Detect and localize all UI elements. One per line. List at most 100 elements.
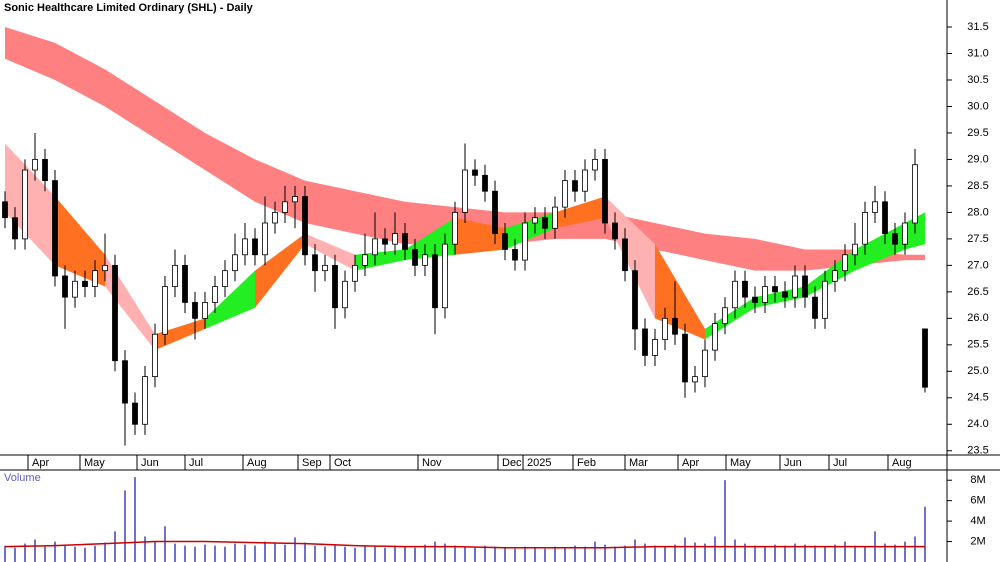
short-band [655,244,705,340]
volume-bar [354,547,356,562]
candle-body [422,254,428,266]
volume-bar [814,545,816,562]
candle-body [512,249,518,261]
candle-body [892,233,898,245]
candle-body [452,212,458,245]
volume-bar [274,543,276,562]
candle-body [782,291,788,298]
volume-bar [864,546,866,562]
volume-bar [84,547,86,562]
candle-body [652,339,658,356]
candle-body [542,217,548,229]
volume-bar [224,546,226,562]
volume-bar [774,544,776,562]
volume-bar [194,546,196,562]
candle-body [152,333,158,378]
candle-body [492,190,498,234]
volume-bar [574,545,576,562]
candle-body [752,296,758,303]
volume-bar [654,545,656,562]
candle-body [622,238,628,272]
candle-body [792,275,798,298]
candle-body [272,212,278,224]
volume-bar [14,547,16,562]
x-tick-label: May [730,457,751,469]
candle-body [682,333,688,383]
candle-body [132,402,138,425]
chart-title: Sonic Healthcare Limited Ordinary (SHL) … [4,2,254,14]
candle-body [212,286,218,303]
x-tick-label: Jun [784,457,802,469]
candle-body [122,360,128,404]
volume-bar [244,544,246,562]
volume-bar [174,543,176,562]
candle-body [592,159,598,171]
volume-bar [304,542,306,562]
candle-body [802,275,808,298]
candle-body [412,249,418,266]
volume-bar [454,545,456,562]
volume-bar [344,546,346,562]
volume-bar [704,543,706,562]
volume-bar [694,542,696,562]
short-band [205,270,255,329]
volume-bar [34,539,36,562]
volume-bar [924,506,926,562]
volume-bar [764,546,766,562]
volume-bar [624,545,626,562]
y-tick-label: 29.5 [967,127,988,139]
volume-bar [104,542,106,562]
candle-body [332,264,338,309]
x-tick-label: Aug [247,457,267,469]
candle-body [912,164,918,224]
candle-body [822,280,828,319]
candle-body [842,254,848,272]
candle-body [642,328,648,356]
candle-body [392,233,398,245]
x-tick-label: Sep [302,457,322,469]
candle-body [342,280,348,309]
candle-body [182,264,188,303]
volume-bar [744,543,746,562]
short-band [255,233,305,308]
short-band [305,233,355,271]
y-tick-label: 25.5 [967,339,988,351]
candle-body [672,317,678,335]
candle-body [702,349,708,378]
volume-bar [804,544,806,562]
candle-body [922,328,928,388]
candle-body [482,174,488,192]
volume-bar [634,539,636,562]
candle-body [632,270,638,330]
candle-body [522,222,528,261]
volume-bar [524,546,526,562]
volume-bar [824,546,826,562]
candle-body [42,159,48,182]
x-tick-label: May [84,457,105,469]
volume-bar [184,545,186,562]
volume-bar [74,546,76,562]
candle-body [432,254,438,309]
volume-bar [914,536,916,562]
y-tick-label: 27.5 [967,233,988,245]
candle-body [552,206,558,229]
candle-body [852,243,858,256]
x-tick-label: Apr [32,457,49,469]
y-tick-label: 23.5 [967,445,988,457]
x-tick-label: Dec [502,457,522,469]
volume-ma [4,540,925,549]
volume-bar [664,546,666,562]
candle-body [772,286,778,293]
volume-bar [314,545,316,562]
volume-bar [554,546,556,562]
y-tick-label: 26.5 [967,286,988,298]
volume-bar [564,547,566,562]
volume-bar [234,543,236,562]
candle-body [12,217,18,240]
volume-bar [44,546,46,562]
x-tick-label: Mar [629,457,648,469]
x-tick-label: Aug [892,457,912,469]
candle-body [222,270,228,287]
volume-bar [204,544,206,562]
